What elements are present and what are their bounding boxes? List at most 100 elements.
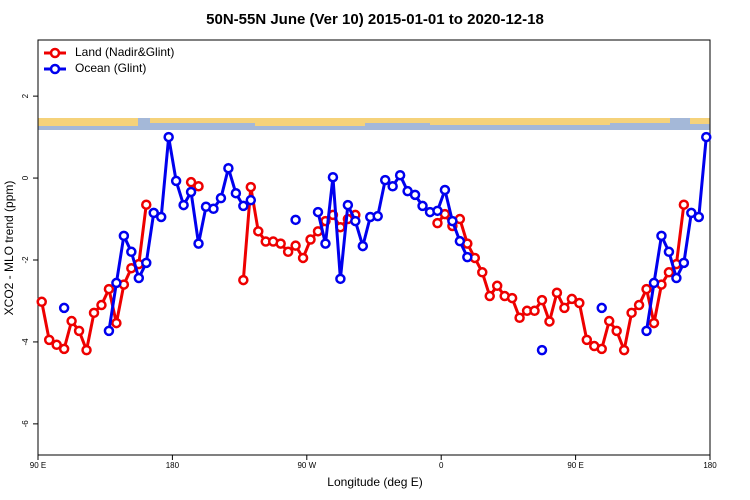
point — [372, 210, 383, 222]
point — [529, 305, 540, 317]
point — [596, 343, 607, 355]
point — [514, 312, 525, 324]
y-tick-label: -6 — [21, 420, 30, 428]
point — [663, 246, 675, 258]
point — [297, 252, 309, 264]
point — [454, 235, 466, 247]
point — [491, 280, 503, 292]
x-axis-label: Longitude (deg E) — [327, 475, 422, 489]
point — [656, 230, 667, 242]
point — [342, 199, 354, 211]
point — [66, 315, 77, 327]
point — [275, 238, 286, 249]
point — [581, 334, 593, 346]
point — [43, 334, 55, 346]
point — [178, 199, 189, 211]
point — [141, 257, 152, 269]
point — [394, 169, 406, 181]
point — [417, 200, 428, 212]
x-tick-label: 0 — [439, 461, 444, 470]
point — [335, 273, 346, 285]
point — [439, 184, 451, 196]
point — [327, 171, 339, 183]
point — [596, 302, 607, 314]
y-tick-label: 2 — [21, 93, 30, 98]
legend-marker — [49, 47, 61, 59]
point — [477, 267, 488, 278]
point — [559, 302, 570, 314]
legend-marker — [49, 63, 61, 75]
x-tick-label: 90 E — [567, 461, 583, 470]
point — [574, 297, 585, 309]
point — [238, 200, 249, 212]
point — [551, 287, 563, 299]
point — [290, 240, 301, 251]
point — [536, 294, 548, 306]
point — [103, 283, 115, 295]
y-tick-label: -2 — [21, 256, 30, 264]
point — [185, 186, 197, 198]
point — [544, 316, 555, 327]
point — [663, 267, 675, 278]
point — [223, 162, 234, 174]
point — [208, 203, 219, 215]
point — [693, 211, 705, 223]
point — [111, 317, 122, 329]
x-tick-label: 180 — [166, 461, 180, 470]
point — [626, 307, 637, 319]
point — [648, 317, 660, 329]
point — [678, 199, 690, 210]
point — [81, 344, 92, 356]
point — [432, 217, 443, 229]
point — [245, 181, 257, 193]
point — [103, 325, 115, 337]
point — [185, 176, 197, 188]
point — [193, 181, 204, 192]
point — [611, 325, 622, 337]
x-tick-label: 180 — [703, 461, 717, 470]
point — [701, 131, 712, 143]
point — [193, 238, 204, 249]
point — [671, 272, 682, 284]
point — [432, 205, 443, 217]
y-axis-label: XCO2 - MLO trend (ppm) — [2, 181, 16, 316]
point — [603, 315, 615, 327]
point — [88, 307, 100, 319]
point — [633, 299, 645, 311]
chart-title: 50N-55N June (Ver 10) 2015-01-01 to 2020… — [206, 11, 544, 28]
point — [506, 292, 518, 304]
point — [170, 175, 182, 187]
point — [641, 325, 652, 337]
y-tick-label: 0 — [21, 175, 30, 180]
point — [357, 240, 369, 252]
y-tick-label: -4 — [21, 338, 30, 346]
point — [141, 199, 152, 210]
x-tick-label: 90 E — [30, 461, 46, 470]
point — [566, 293, 578, 305]
point — [126, 246, 137, 258]
legend-label: Ocean (Glint) — [75, 61, 146, 75]
point — [648, 277, 660, 289]
point — [238, 274, 249, 286]
point — [73, 325, 85, 337]
point — [305, 234, 316, 245]
series-line — [107, 136, 708, 332]
point — [312, 206, 324, 218]
point — [350, 215, 361, 227]
point — [215, 192, 227, 204]
point — [51, 339, 62, 351]
point — [133, 272, 145, 284]
point — [163, 131, 174, 143]
point — [290, 214, 301, 226]
plot-frame — [37, 39, 711, 456]
x-tick-label: 90 W — [297, 461, 316, 470]
point — [118, 230, 130, 242]
point — [409, 189, 421, 201]
point — [148, 207, 159, 219]
point — [320, 238, 331, 249]
legend-label: Land (Nadir&Glint) — [75, 45, 174, 59]
point — [245, 194, 257, 206]
point — [253, 226, 264, 237]
point — [155, 211, 167, 223]
